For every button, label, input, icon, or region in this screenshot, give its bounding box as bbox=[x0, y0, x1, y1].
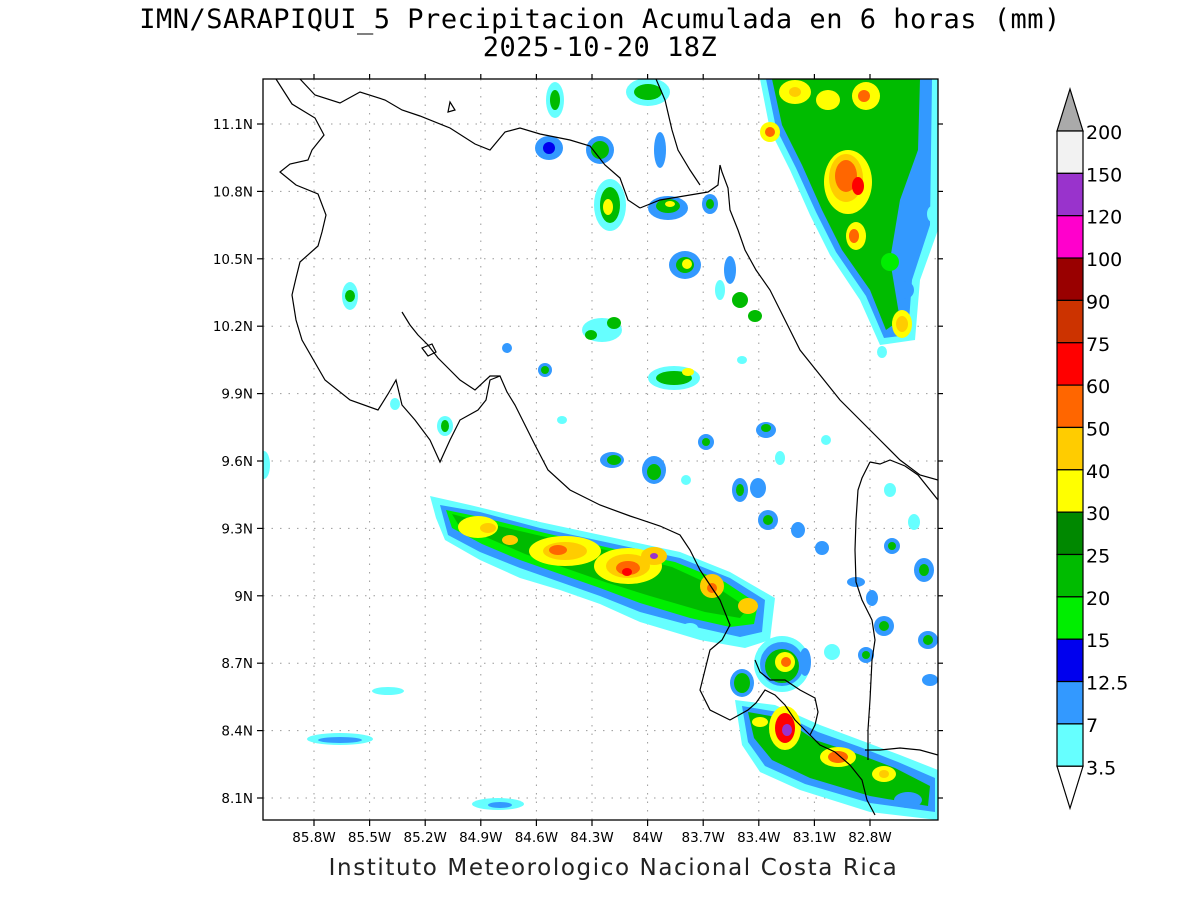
colorbar-swatch bbox=[1056, 299, 1084, 344]
colorbar-swatch bbox=[1056, 638, 1084, 683]
axis-labels: 85.8W 85.5W 85.2W 84.9W 84.6W 84.3W 84W 83.7W 83… bbox=[213, 117, 892, 846]
lon-tick-label: 82.8W bbox=[848, 830, 891, 846]
lon-tick-label: 84.3W bbox=[570, 830, 613, 846]
colorbar-label: 15 bbox=[1086, 630, 1110, 652]
lon-tick-label: 83.7W bbox=[681, 830, 724, 846]
lon-tick-label: 84.6W bbox=[515, 830, 558, 846]
lat-tick-label: 9.9N bbox=[221, 387, 253, 403]
colorbar-top-triangle bbox=[1056, 86, 1084, 132]
precip-scattered-cells bbox=[263, 79, 938, 810]
lon-tick-label: 85.8W bbox=[292, 830, 335, 846]
colorbar-label: 30 bbox=[1086, 503, 1110, 525]
lon-tick-label: 84W bbox=[632, 830, 663, 846]
lat-tick-label: 11.1N bbox=[213, 117, 253, 133]
lat-tick-label: 8.4N bbox=[221, 724, 253, 740]
colorbar-label: 12.5 bbox=[1086, 673, 1128, 695]
colorbar-swatch bbox=[1056, 469, 1084, 513]
colorbar-label: 7 bbox=[1086, 715, 1098, 737]
colorbar-label: 100 bbox=[1086, 249, 1122, 271]
lat-tick-label: 10.8N bbox=[213, 184, 253, 200]
lat-tick-label: 10.5N bbox=[213, 252, 253, 268]
colorbar-swatch bbox=[1056, 553, 1084, 598]
colorbar-swatch bbox=[1056, 172, 1084, 217]
colorbar-label: 25 bbox=[1086, 546, 1110, 568]
lon-tick-label: 85.2W bbox=[403, 830, 446, 846]
colorbar-label: 90 bbox=[1086, 291, 1110, 313]
map-subtitle: 2025-10-20 18Z bbox=[482, 32, 718, 63]
map-frame bbox=[262, 78, 939, 821]
colorbar-swatch bbox=[1056, 384, 1084, 429]
colorbar-label: 200 bbox=[1086, 122, 1122, 144]
precip-cell-coto-brus bbox=[730, 636, 810, 697]
colorbar-swatch bbox=[1056, 723, 1084, 767]
precip-band-north-caribbean bbox=[760, 79, 938, 345]
lat-tick-label: 9.3N bbox=[221, 521, 253, 537]
precipitation-field bbox=[263, 79, 938, 820]
map-title: IMN/SARAPIQUI_5 Precipitacion Acumulada … bbox=[139, 4, 1061, 35]
axis-ticks bbox=[257, 74, 943, 826]
colorbar-label: 60 bbox=[1086, 376, 1110, 398]
colorbar-label: 150 bbox=[1086, 164, 1122, 186]
colorbar-swatch bbox=[1056, 257, 1084, 301]
colorbar-label: 20 bbox=[1086, 588, 1110, 610]
colorbar-swatch bbox=[1056, 511, 1084, 556]
colorbar-swatch bbox=[1056, 215, 1084, 259]
colorbar-swatch bbox=[1056, 426, 1084, 471]
colorbar-swatch bbox=[1056, 130, 1084, 174]
lat-tick-label: 9.6N bbox=[221, 454, 253, 470]
lon-tick-label: 85.5W bbox=[348, 830, 391, 846]
colorbar-swatch bbox=[1056, 680, 1084, 725]
precip-band-osa bbox=[735, 700, 938, 820]
colorbar-swatch bbox=[1056, 342, 1084, 386]
grid-lines bbox=[263, 79, 938, 820]
lon-tick-label: 83.1W bbox=[793, 830, 836, 846]
lat-tick-label: 8.7N bbox=[221, 656, 253, 672]
lat-tick-label: 9N bbox=[234, 589, 253, 605]
precip-band-south-pacific bbox=[430, 496, 775, 648]
colorbar-legend: 3.5 7 12.5 15 20 25 30 40 50 60 75 90 100 120 150 200 bbox=[1056, 86, 1128, 811]
colorbar-label: 50 bbox=[1086, 418, 1110, 440]
colorbar-swatch bbox=[1056, 596, 1084, 640]
credit-text: Instituto Meteorologico Nacional Costa R… bbox=[328, 855, 899, 881]
colorbar-label: 120 bbox=[1086, 207, 1122, 229]
lat-tick-label: 10.2N bbox=[213, 319, 253, 335]
lon-tick-label: 84.9W bbox=[459, 830, 502, 846]
colorbar-label: 75 bbox=[1086, 334, 1110, 356]
colorbar-label: 3.5 bbox=[1086, 757, 1116, 779]
colorbar-label: 40 bbox=[1086, 461, 1110, 483]
coastline-borders bbox=[275, 79, 938, 816]
lat-tick-label: 8.1N bbox=[221, 791, 253, 807]
colorbar-bottom-triangle bbox=[1056, 765, 1084, 811]
lon-tick-label: 83.4W bbox=[737, 830, 780, 846]
